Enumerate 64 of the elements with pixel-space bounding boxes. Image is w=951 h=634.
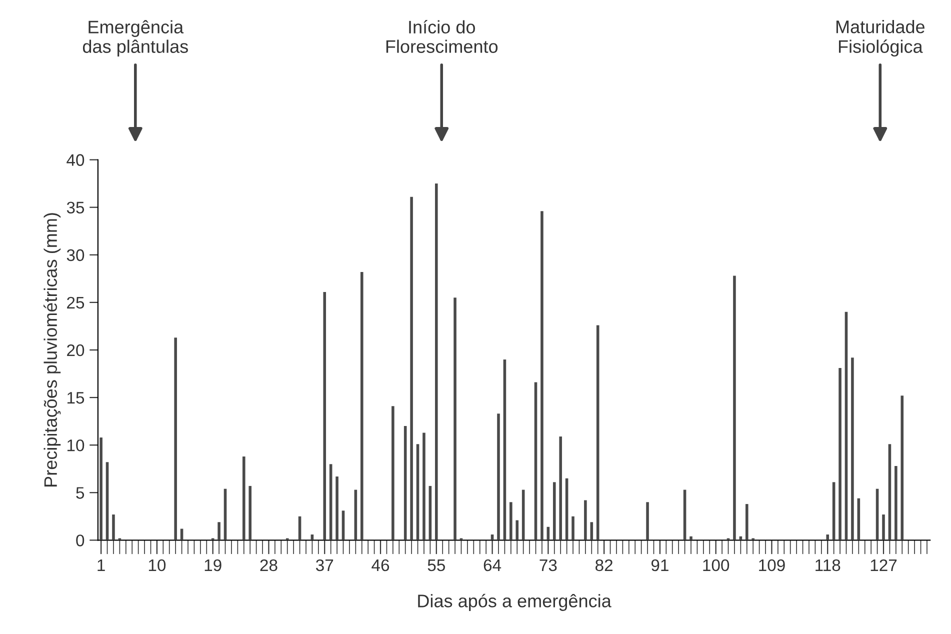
y-tick-label: 20 (67, 344, 84, 356)
bar (218, 522, 220, 540)
x-tick-label: 37 (316, 559, 334, 572)
bar (410, 196, 413, 540)
bar (497, 414, 500, 540)
x-tick-label: 64 (484, 559, 502, 572)
bar (540, 211, 544, 540)
x-axis-title: Dias após a emergência (418, 594, 612, 611)
x-tick-label: 10 (148, 559, 166, 572)
bar (434, 184, 438, 540)
bar (851, 358, 854, 540)
bar (392, 406, 394, 540)
x-tick-label: 109 (759, 559, 785, 572)
y-tick-label: 35 (66, 202, 84, 214)
bar (100, 437, 102, 540)
bar (838, 368, 842, 540)
bar (646, 502, 649, 540)
bar (242, 456, 246, 540)
bar (248, 486, 252, 540)
bar (596, 325, 600, 540)
x-tick-label: 118 (816, 559, 840, 572)
bar (323, 292, 326, 540)
bar (590, 522, 594, 540)
text: Emergência das plântulas (82, 20, 188, 57)
bar (516, 520, 519, 540)
bar (112, 514, 115, 540)
bar (559, 436, 562, 540)
x-tick-label: 55 (428, 560, 445, 572)
bar (454, 298, 456, 540)
y-tick-label: 40 (66, 154, 84, 166)
x-tick-label: 73 (540, 559, 557, 572)
y-tick-label: 30 (66, 249, 84, 262)
x-tick-label: 46 (372, 559, 390, 572)
text: Início do Florescimento (386, 20, 498, 53)
bar (745, 504, 748, 540)
bar (552, 482, 556, 540)
bar (826, 534, 830, 540)
x-tick-label: 91 (651, 559, 668, 572)
x-tick-label: 1 (98, 560, 105, 571)
y-tick-label: 15 (67, 392, 84, 404)
y-axis-title: Precipitações pluviométricas (mm) (44, 213, 61, 486)
x-tick-label: 100 (703, 559, 730, 572)
y-tick-label: 5 (76, 487, 84, 499)
x-tick-label: 82 (596, 559, 612, 572)
bar (422, 432, 426, 540)
bar (572, 516, 574, 540)
bar (894, 466, 898, 540)
y-tick-label: 0 (76, 534, 84, 546)
bar (174, 338, 177, 540)
bar (690, 536, 692, 540)
x-tick-label: 127 (870, 559, 897, 571)
x-tick-label: 19 (204, 559, 222, 572)
x-tick-label: 28 (260, 559, 278, 572)
text: Maturidade Fisiológica (836, 20, 925, 57)
bar (900, 396, 904, 540)
y-tick-label: 10 (67, 439, 84, 452)
bar (510, 502, 512, 540)
bar (882, 514, 885, 540)
bar (733, 276, 736, 540)
bar (584, 500, 587, 540)
y-tick-label: 25 (67, 296, 84, 309)
bar (336, 476, 338, 540)
bar (360, 272, 364, 540)
bar (832, 482, 836, 540)
